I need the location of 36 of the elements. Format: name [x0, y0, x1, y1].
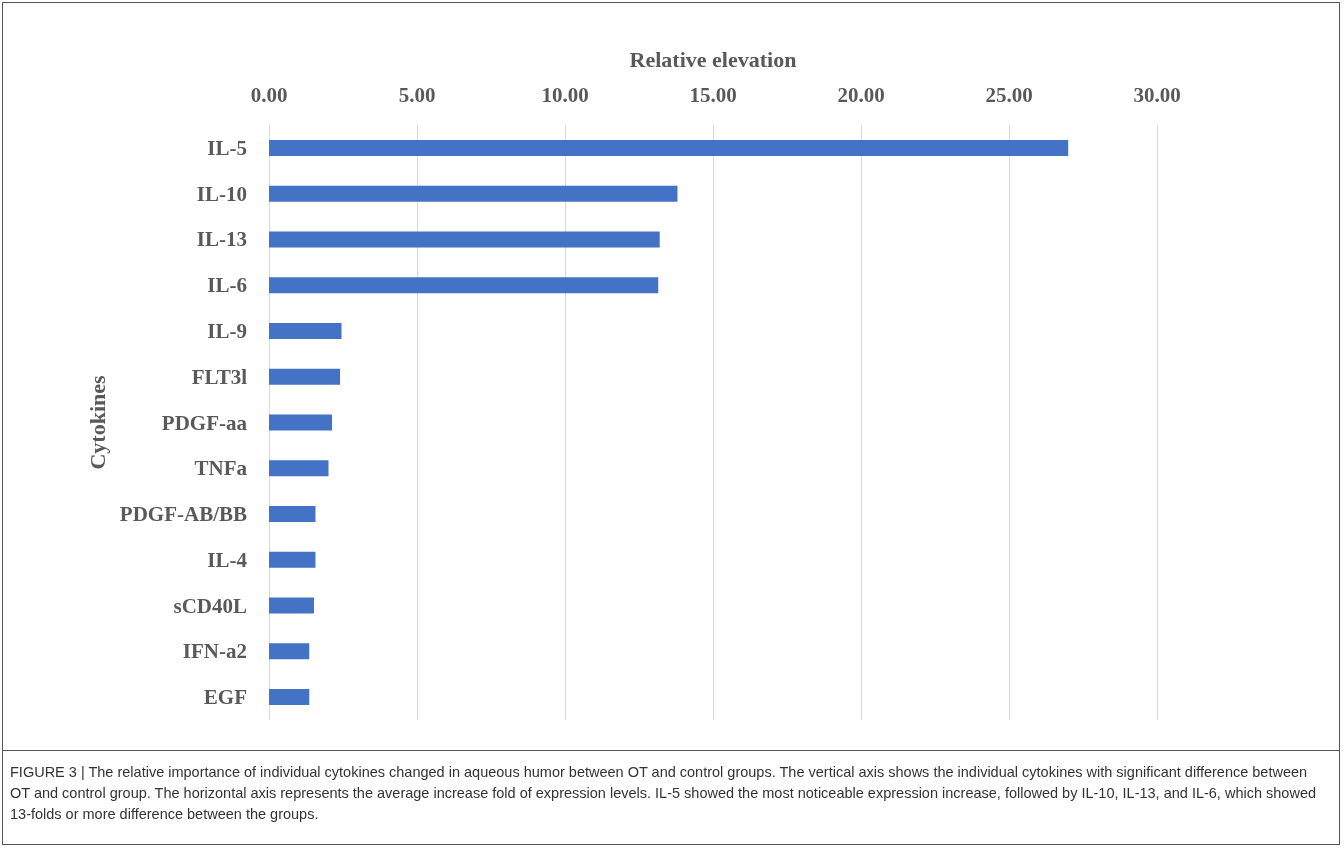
bar [269, 414, 333, 431]
y-tick-label: IL-5 [207, 135, 247, 160]
x-axis-title: Relative elevation [629, 46, 797, 72]
bar [269, 460, 329, 477]
bar [269, 643, 310, 660]
y-tick-label: IFN-a2 [182, 639, 247, 664]
bar [269, 597, 314, 614]
y-tick-label: IL-13 [196, 227, 247, 252]
bar [269, 322, 342, 339]
y-tick-label: PDGF-AB/BB [119, 502, 247, 527]
bar [269, 231, 660, 248]
y-tick-label: IL-4 [207, 547, 248, 572]
bar [269, 139, 1069, 156]
x-tick-label: 0.00 [250, 82, 288, 107]
y-tick-label: sCD40L [173, 593, 247, 618]
bar [269, 551, 316, 568]
y-tick-label: TNFa [194, 456, 248, 481]
x-tick-label: 5.00 [398, 82, 436, 107]
bar [269, 506, 316, 523]
x-tick-label: 25.00 [985, 82, 1033, 107]
bar [269, 368, 341, 385]
y-tick-label: EGF [203, 685, 247, 710]
y-tick-label: IL-9 [207, 318, 247, 343]
y-tick-label: IL-10 [196, 181, 247, 206]
y-tick-label: FLT3l [191, 364, 248, 389]
bar [269, 689, 310, 706]
y-tick-label: IL-6 [207, 273, 247, 298]
x-tick-label: 15.00 [689, 82, 737, 107]
y-tick-label: PDGF-aa [161, 410, 248, 435]
caption: FIGURE 3 | The relative importance of individual cytokines changed in aqueous humor between OT and control groups. The vertical axis shows the individual cytokines with significant difference between OT and control group. The horizontal axis represents the average increase fold of expression levels. IL-5 showed the most noticeable expression increase, followed by IL-10, IL-13, and IL-6, which showed 13-folds or more difference between the groups. [10, 763, 1317, 824]
x-tick-label: 20.00 [837, 82, 885, 107]
bar [269, 185, 678, 202]
y-axis-title: Cytokines [85, 375, 111, 470]
x-tick-label: 10.00 [541, 82, 589, 107]
bar [269, 277, 659, 294]
x-tick-label: 30.00 [1133, 82, 1181, 107]
